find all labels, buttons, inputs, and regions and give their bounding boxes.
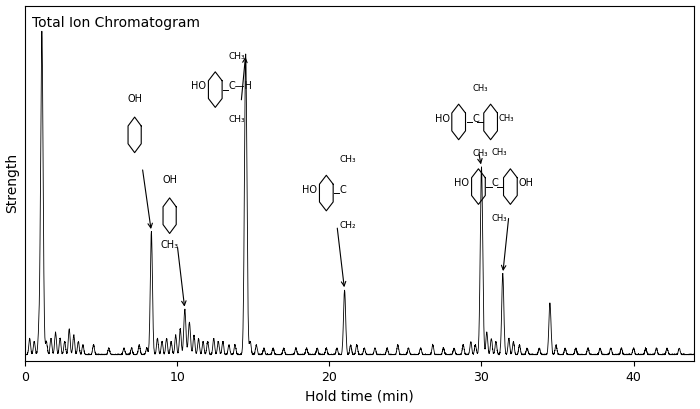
Text: C—H: C—H: [228, 81, 252, 91]
Text: C: C: [472, 114, 479, 124]
Text: CH₂: CH₂: [340, 220, 356, 229]
Text: CH₃: CH₃: [499, 114, 514, 123]
Text: CH₃: CH₃: [492, 148, 508, 157]
Text: OH: OH: [127, 94, 142, 104]
Text: CH₃: CH₃: [228, 52, 245, 61]
Text: CH₃: CH₃: [340, 155, 356, 164]
Text: CH₃: CH₃: [472, 149, 487, 158]
Text: HO: HO: [191, 81, 206, 91]
Text: HO: HO: [454, 178, 469, 189]
Text: C: C: [340, 185, 346, 195]
Text: CH₃: CH₃: [472, 84, 487, 93]
Text: CH₃: CH₃: [160, 240, 178, 250]
Text: HO: HO: [435, 114, 449, 124]
Y-axis label: Strength: Strength: [6, 153, 20, 213]
Text: OH: OH: [162, 175, 177, 185]
Text: Total Ion Chromatogram: Total Ion Chromatogram: [32, 16, 200, 30]
X-axis label: Hold time (min): Hold time (min): [305, 389, 414, 403]
Text: HO: HO: [302, 185, 317, 195]
Text: CH₃: CH₃: [228, 115, 245, 124]
Text: OH: OH: [519, 178, 533, 189]
Text: C: C: [492, 178, 498, 189]
Text: CH₃: CH₃: [492, 214, 508, 223]
